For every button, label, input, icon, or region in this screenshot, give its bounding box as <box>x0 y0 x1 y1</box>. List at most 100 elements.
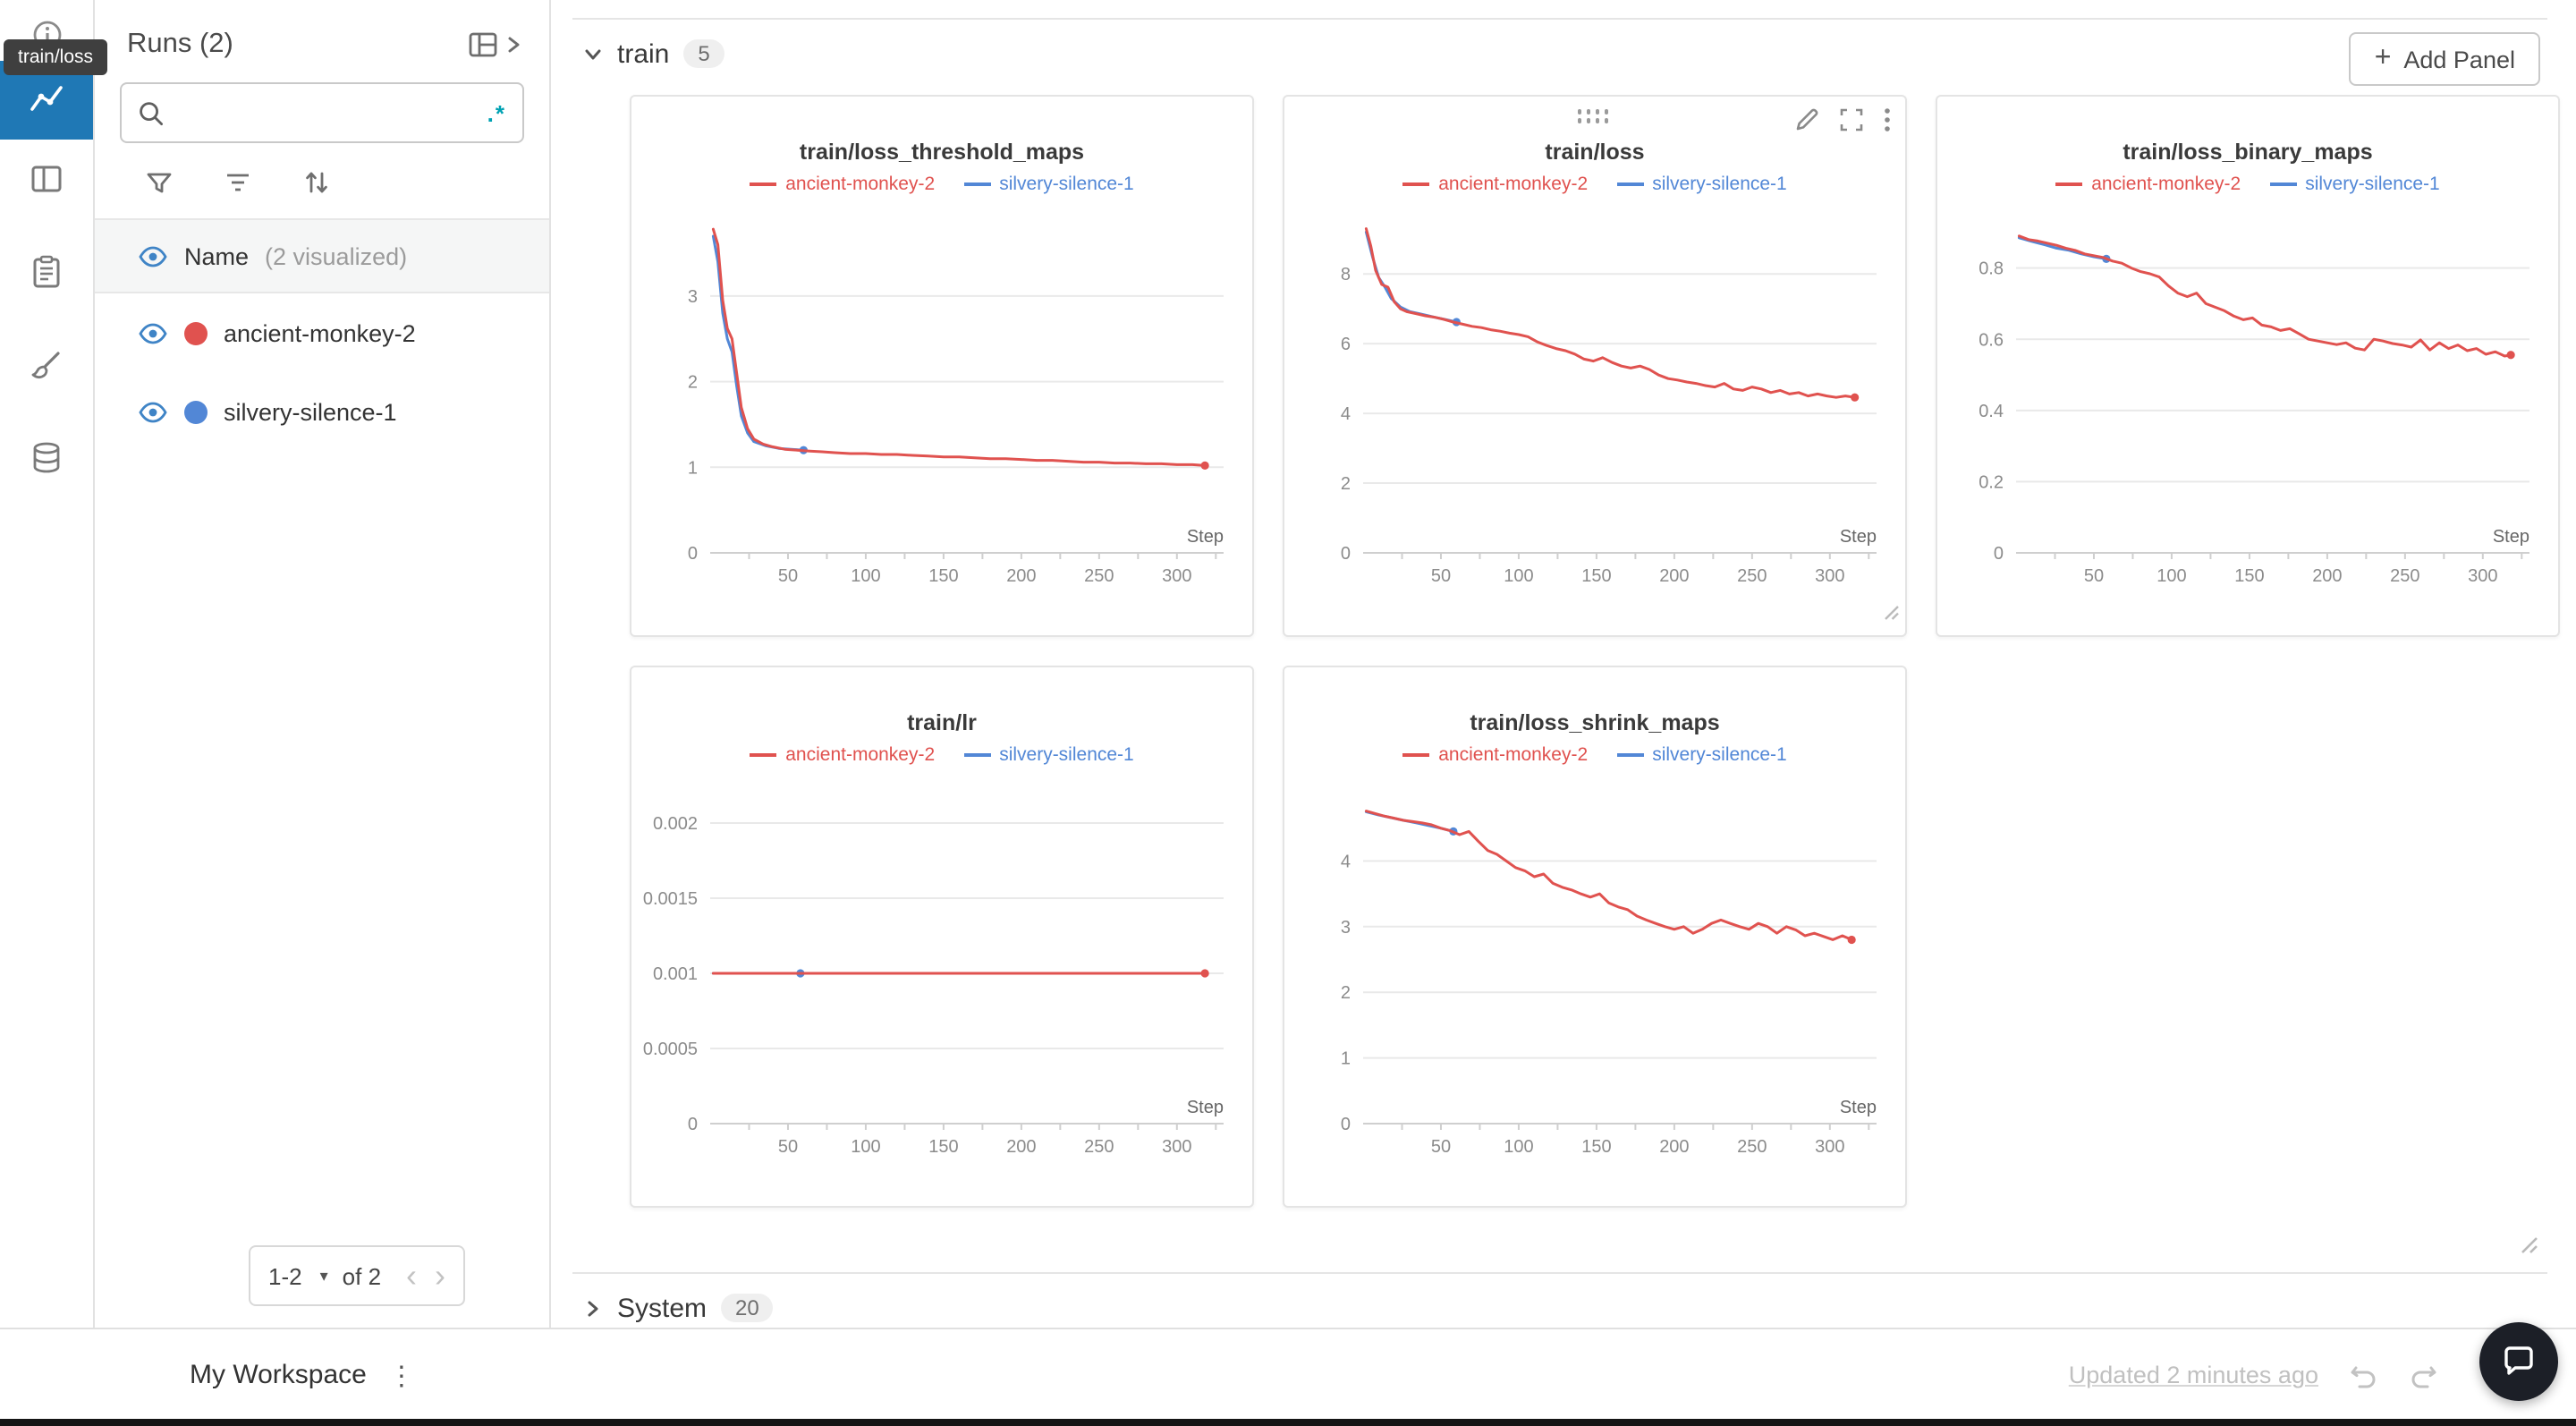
svg-text:300: 300 <box>1815 1137 1844 1157</box>
panel-kebab-icon[interactable] <box>1884 107 1891 132</box>
legend-run-name: ancient-monkey-2 <box>1438 174 1589 195</box>
runs-list: ancient-monkey-2 silvery-silence-1 <box>95 293 549 451</box>
run-row[interactable]: silvery-silence-1 <box>95 372 549 451</box>
chart-panel[interactable]: train/loss ancient-monkey-2 silvery-silen… <box>1283 95 1907 637</box>
collapse-sidebar-chevron-icon[interactable] <box>503 34 524 55</box>
sort-icon[interactable] <box>302 168 331 197</box>
legend-run-name: ancient-monkey-2 <box>1438 744 1589 766</box>
run-name: ancient-monkey-2 <box>224 319 416 346</box>
runs-column-name[interactable]: Name <box>184 242 250 269</box>
svg-text:150: 150 <box>928 566 958 586</box>
add-panel-button[interactable]: + Add Panel <box>2349 32 2540 86</box>
last-updated-text[interactable]: Updated 2 minutes ago <box>2068 1362 2318 1388</box>
runs-table-icon[interactable] <box>467 29 499 61</box>
svg-text:100: 100 <box>1504 566 1533 586</box>
next-page-icon[interactable]: › <box>435 1258 446 1294</box>
legend-item[interactable]: ancient-monkey-2 <box>750 744 935 766</box>
legend-run-name: silvery-silence-1 <box>999 174 1134 195</box>
run-search-box[interactable]: .* <box>120 82 524 143</box>
chart-panel[interactable]: train/loss_threshold_maps ancient-monkey… <box>630 95 1254 637</box>
chart-panel[interactable]: train/lr ancient-monkey-2 silvery-silence… <box>630 666 1254 1208</box>
panel-resize-handle-icon[interactable] <box>1882 599 1902 632</box>
sweeps-brush-icon[interactable] <box>0 326 93 404</box>
chart-panel[interactable]: train/loss_binary_maps ancient-monkey-2 s… <box>1936 95 2560 637</box>
section-resize-handle-icon[interactable] <box>2519 1233 2540 1265</box>
legend-item[interactable]: ancient-monkey-2 <box>2055 174 2241 195</box>
panel-legend: ancient-monkey-2 silvery-silence-1 <box>1937 168 2558 200</box>
regex-toggle[interactable]: .* <box>487 99 506 126</box>
panel-legend: ancient-monkey-2 silvery-silence-1 <box>631 739 1252 771</box>
svg-text:4: 4 <box>1341 404 1351 424</box>
panel-legend: ancient-monkey-2 silvery-silence-1 <box>631 168 1252 200</box>
run-row[interactable]: ancient-monkey-2 <box>95 293 549 372</box>
workspace-title[interactable]: My Workspace <box>190 1360 367 1390</box>
workspace-kebab-icon[interactable]: ⋮ <box>387 1361 415 1391</box>
top-area: Runs (2) .* <box>0 0 2560 1328</box>
run-search-input[interactable] <box>175 98 477 128</box>
chart-plot[interactable]: 0 1 2 3 4 50 100 150 200 250 300 Step <box>1284 771 1905 1202</box>
search-icon <box>138 99 165 126</box>
edit-panel-icon[interactable] <box>1794 107 1819 132</box>
artifacts-database-icon[interactable] <box>0 419 93 497</box>
svg-text:Step: Step <box>1187 1098 1224 1117</box>
drag-handle-icon[interactable] <box>1577 109 1613 127</box>
runs-pagination[interactable]: 1-2 ▾ of 2 ‹ › <box>249 1245 466 1306</box>
system-section-header[interactable]: System 20 <box>572 1274 2547 1328</box>
support-chat-button[interactable] <box>2479 1322 2558 1401</box>
prev-page-icon[interactable]: ‹ <box>406 1258 418 1294</box>
svg-text:200: 200 <box>1659 1137 1689 1157</box>
page-size-caret-icon[interactable]: ▾ <box>319 1266 328 1284</box>
train-loss-tooltip: train/loss <box>4 39 108 75</box>
section-panel-count: 5 <box>683 39 724 68</box>
svg-text:250: 250 <box>1737 1137 1767 1157</box>
table-view-icon[interactable] <box>0 140 93 218</box>
chart-plot[interactable]: 0 1 2 3 50 100 150 200 250 300 Step <box>631 200 1252 632</box>
svg-text:150: 150 <box>1581 566 1611 586</box>
svg-text:50: 50 <box>1431 1137 1451 1157</box>
visualized-count: (2 visualized) <box>265 242 408 269</box>
legend-item[interactable]: ancient-monkey-2 <box>750 174 935 195</box>
chevron-right-icon[interactable] <box>583 1298 603 1318</box>
legend-item[interactable]: silvery-silence-1 <box>963 744 1134 766</box>
svg-text:2: 2 <box>1341 474 1351 494</box>
chevron-down-icon[interactable] <box>583 44 603 64</box>
chart-plot[interactable]: 0 0.2 0.4 0.6 0.8 50 100 150 200 250 300 Step <box>1937 200 2558 632</box>
legend-item[interactable]: silvery-silence-1 <box>963 174 1134 195</box>
legend-line-swatch <box>1616 753 1644 757</box>
section-panel-count: 20 <box>721 1294 774 1322</box>
svg-text:300: 300 <box>1162 566 1191 586</box>
panel-title: train/loss_binary_maps <box>2123 140 2373 165</box>
svg-text:50: 50 <box>778 566 798 586</box>
train-section-header[interactable]: train 5 <box>572 20 2547 88</box>
svg-text:200: 200 <box>1659 566 1689 586</box>
page-total: of 2 <box>342 1262 382 1289</box>
group-icon[interactable] <box>224 168 252 197</box>
chart-plot[interactable]: 0 2 4 6 8 50 100 150 200 250 300 Step <box>1284 200 1905 632</box>
visibility-eye-icon[interactable] <box>138 396 168 427</box>
panel-title: train/loss_shrink_maps <box>1470 710 1720 735</box>
filter-funnel-icon[interactable] <box>145 168 174 197</box>
svg-text:0.0015: 0.0015 <box>643 889 698 909</box>
chart-panel[interactable]: train/loss_shrink_maps ancient-monkey-2 s… <box>1283 666 1907 1208</box>
visibility-eye-icon[interactable] <box>138 318 168 348</box>
fullscreen-icon[interactable] <box>1839 107 1864 132</box>
svg-text:Step: Step <box>2493 527 2529 547</box>
logs-icon[interactable] <box>0 233 93 311</box>
bottom-bar: My Workspace ⋮ Updated 2 minutes ago <box>0 1328 2576 1421</box>
redo-icon[interactable] <box>2408 1359 2440 1391</box>
panel-legend: ancient-monkey-2 silvery-silence-1 <box>1284 739 1905 771</box>
visibility-eye-icon[interactable] <box>138 241 168 271</box>
svg-text:0: 0 <box>1341 1115 1351 1134</box>
page-range[interactable]: 1-2 <box>268 1262 302 1289</box>
section-title: train <box>617 38 670 69</box>
legend-item[interactable]: ancient-monkey-2 <box>1402 174 1588 195</box>
legend-item[interactable]: silvery-silence-1 <box>2269 174 2440 195</box>
legend-item[interactable]: silvery-silence-1 <box>1616 744 1787 766</box>
legend-item[interactable]: ancient-monkey-2 <box>1402 744 1588 766</box>
undo-icon[interactable] <box>2347 1359 2379 1391</box>
legend-item[interactable]: silvery-silence-1 <box>1616 174 1787 195</box>
section-title: System <box>617 1293 708 1323</box>
left-icon-rail <box>0 0 95 1328</box>
chart-plot[interactable]: 0 0.0005 0.001 0.0015 0.002 50 100 150 200 250 300… <box>631 771 1252 1202</box>
